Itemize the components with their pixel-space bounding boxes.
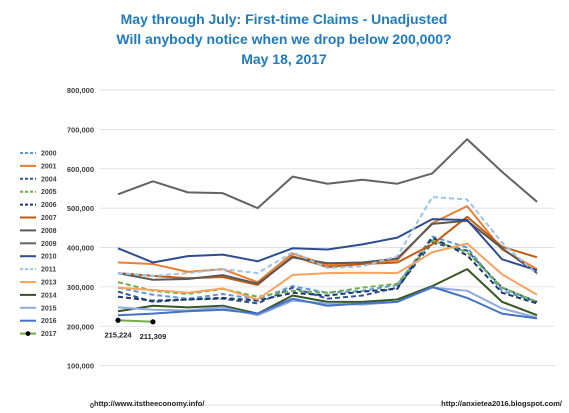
legend-label-2016: 2016 — [41, 318, 57, 325]
y-tick-label: 200,000 — [67, 322, 94, 331]
data-label: 215,224 — [104, 330, 132, 339]
legend-label-2014: 2014 — [41, 292, 57, 299]
series-line-2010 — [117, 218, 538, 272]
legend-label-2005: 2005 — [41, 189, 57, 196]
legend-label-2007: 2007 — [41, 215, 57, 222]
legend-label-2004: 2004 — [41, 176, 57, 183]
series-lines — [117, 138, 538, 323]
legend-label-2006: 2006 — [41, 202, 57, 209]
series-markers — [115, 317, 156, 325]
series-line-2014 — [117, 268, 538, 317]
y-tick-label: 700,000 — [67, 125, 94, 134]
series-line-2005 — [117, 239, 538, 303]
series-line-2004 — [117, 241, 538, 305]
legend-label-2008: 2008 — [41, 228, 57, 235]
y-tick-label: 600,000 — [67, 165, 94, 174]
data-point-2017 — [115, 317, 121, 323]
legend-marker-2017 — [25, 331, 31, 336]
y-tick-label: 500,000 — [67, 204, 94, 213]
series-line-2001 — [117, 205, 538, 284]
series-line-2017 — [117, 319, 153, 323]
legend-label-2009: 2009 — [41, 241, 57, 248]
y-tick-label: 400,000 — [67, 244, 94, 253]
series-line-2011 — [117, 196, 538, 277]
grid-lines — [100, 89, 555, 406]
legend-label-2010: 2010 — [41, 254, 57, 261]
chart-title-line-2: Will anybody notice when we drop below 2… — [116, 31, 451, 47]
legend-label-2011: 2011 — [41, 267, 56, 274]
y-tick-label: 100,000 — [67, 362, 94, 371]
legend-label-2013: 2013 — [41, 280, 57, 287]
footer-left-url: http://www.itstheeconomy.info/ — [94, 399, 205, 408]
series-line-2016 — [117, 285, 538, 320]
chart-title-line-1: May through July: First-time Claims - Un… — [121, 11, 448, 27]
annotations: 215,224 211,309 — [104, 330, 166, 341]
series-line-2013 — [117, 242, 538, 301]
legend-label-2017: 2017 — [41, 331, 57, 338]
y-tick-label: 0 — [90, 401, 94, 410]
y-tick-label: 800,000 — [67, 86, 94, 95]
series-line-2008 — [117, 219, 538, 285]
series-line-2006 — [117, 236, 538, 305]
data-point-2017 — [150, 319, 156, 325]
y-tick-label: 300,000 — [67, 283, 94, 292]
chart-title: May through July: First-time Claims - Un… — [116, 11, 451, 67]
legend-label-2000: 2000 — [41, 151, 57, 158]
footer-right-url: http://anxietea2016.blogspot.com/ — [441, 399, 563, 408]
legend-label-2001: 2001 — [41, 163, 57, 170]
series-line-2009 — [117, 138, 538, 210]
data-label: 211,309 — [140, 332, 167, 341]
legend: 2000 2001 2004 2005 2006 2007 2008 2009 2010 2011… — [20, 151, 57, 338]
chart-title-line-3: May 18, 2017 — [241, 51, 327, 67]
y-axis-tick-labels: 0 100,000 200,000 300,000 400,000 500,000 600,… — [67, 86, 94, 410]
legend-label-2015: 2015 — [41, 305, 57, 312]
